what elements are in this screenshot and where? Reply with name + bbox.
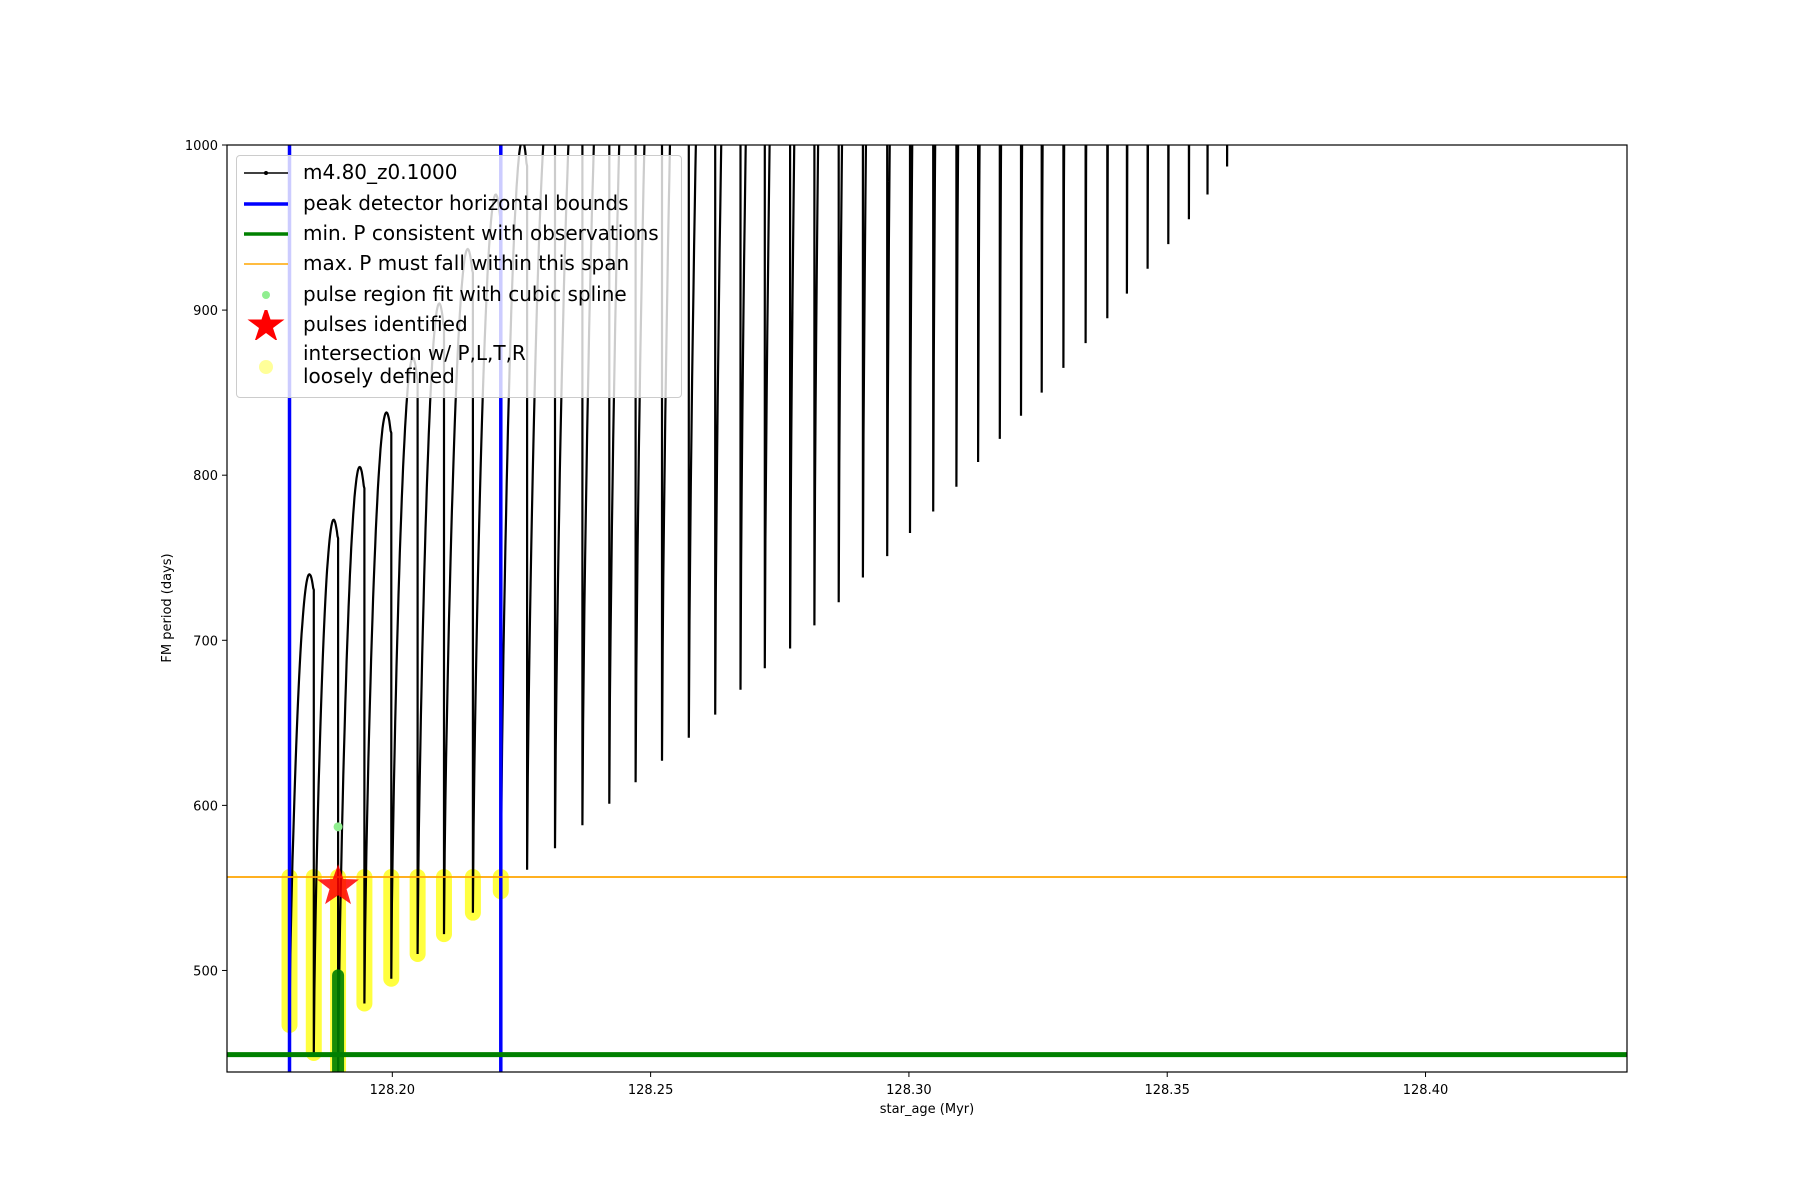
legend-item-track: m4.80_z0.1000 — [237, 158, 681, 188]
x-tick-label: 128.25 — [628, 1083, 674, 1098]
legend-label: intersection w/ P,L,T,R loosely defined — [303, 341, 526, 388]
green-dot-icon — [262, 291, 270, 299]
orange-line-icon — [244, 263, 288, 265]
track-line-icon — [244, 171, 288, 175]
ticks: 128.20 128.25 128.30 128.35 128.40 500 600 700 8… — [185, 139, 1448, 1098]
legend-item-max-p: max. P must fall within this span — [237, 249, 681, 279]
legend-label: peak detector horizontal bounds — [303, 191, 629, 215]
x-axis-label: star_age (Myr) — [880, 1102, 974, 1117]
x-tick-label: 128.20 — [370, 1083, 416, 1098]
y-tick-label: 1000 — [185, 139, 218, 154]
yellow-dot-icon — [259, 360, 273, 374]
legend-item-loose: intersection w/ P,L,T,R loosely defined — [237, 340, 681, 395]
spline-fit-point — [333, 822, 343, 832]
y-axis-label: FM period (days) — [160, 553, 175, 662]
legend-item-min-p: min. P consistent with observations — [237, 219, 681, 249]
legend-item-pulses: pulses identified — [237, 310, 681, 340]
legend-label: pulse region fit with cubic spline — [303, 282, 627, 306]
legend-label: pulses identified — [303, 312, 468, 336]
legend-label: max. P must fall within this span — [303, 251, 630, 275]
legend-item-bounds: peak detector horizontal bounds — [237, 189, 681, 219]
green-line-icon — [244, 232, 288, 236]
legend: m4.80_z0.1000 peak detector horizontal b… — [236, 155, 682, 398]
legend-item-spline: pulse region fit with cubic spline — [237, 280, 681, 310]
y-tick-label: 500 — [193, 964, 218, 979]
blue-line-icon — [244, 202, 288, 206]
y-tick-label: 700 — [193, 634, 218, 649]
x-tick-label: 128.30 — [886, 1083, 932, 1098]
legend-label: m4.80_z0.1000 — [303, 160, 458, 184]
axes-frame — [226, 144, 1628, 1073]
y-tick-label: 800 — [193, 469, 218, 484]
plot-area — [227, 145, 1627, 1072]
legend-label: min. P consistent with observations — [303, 221, 659, 245]
pulse-identified-star — [317, 864, 359, 905]
y-tick-label: 900 — [193, 304, 218, 319]
x-tick-label: 128.35 — [1144, 1083, 1190, 1098]
x-tick-label: 128.40 — [1403, 1083, 1449, 1098]
star-icon — [247, 310, 285, 340]
y-tick-label: 600 — [193, 799, 218, 814]
